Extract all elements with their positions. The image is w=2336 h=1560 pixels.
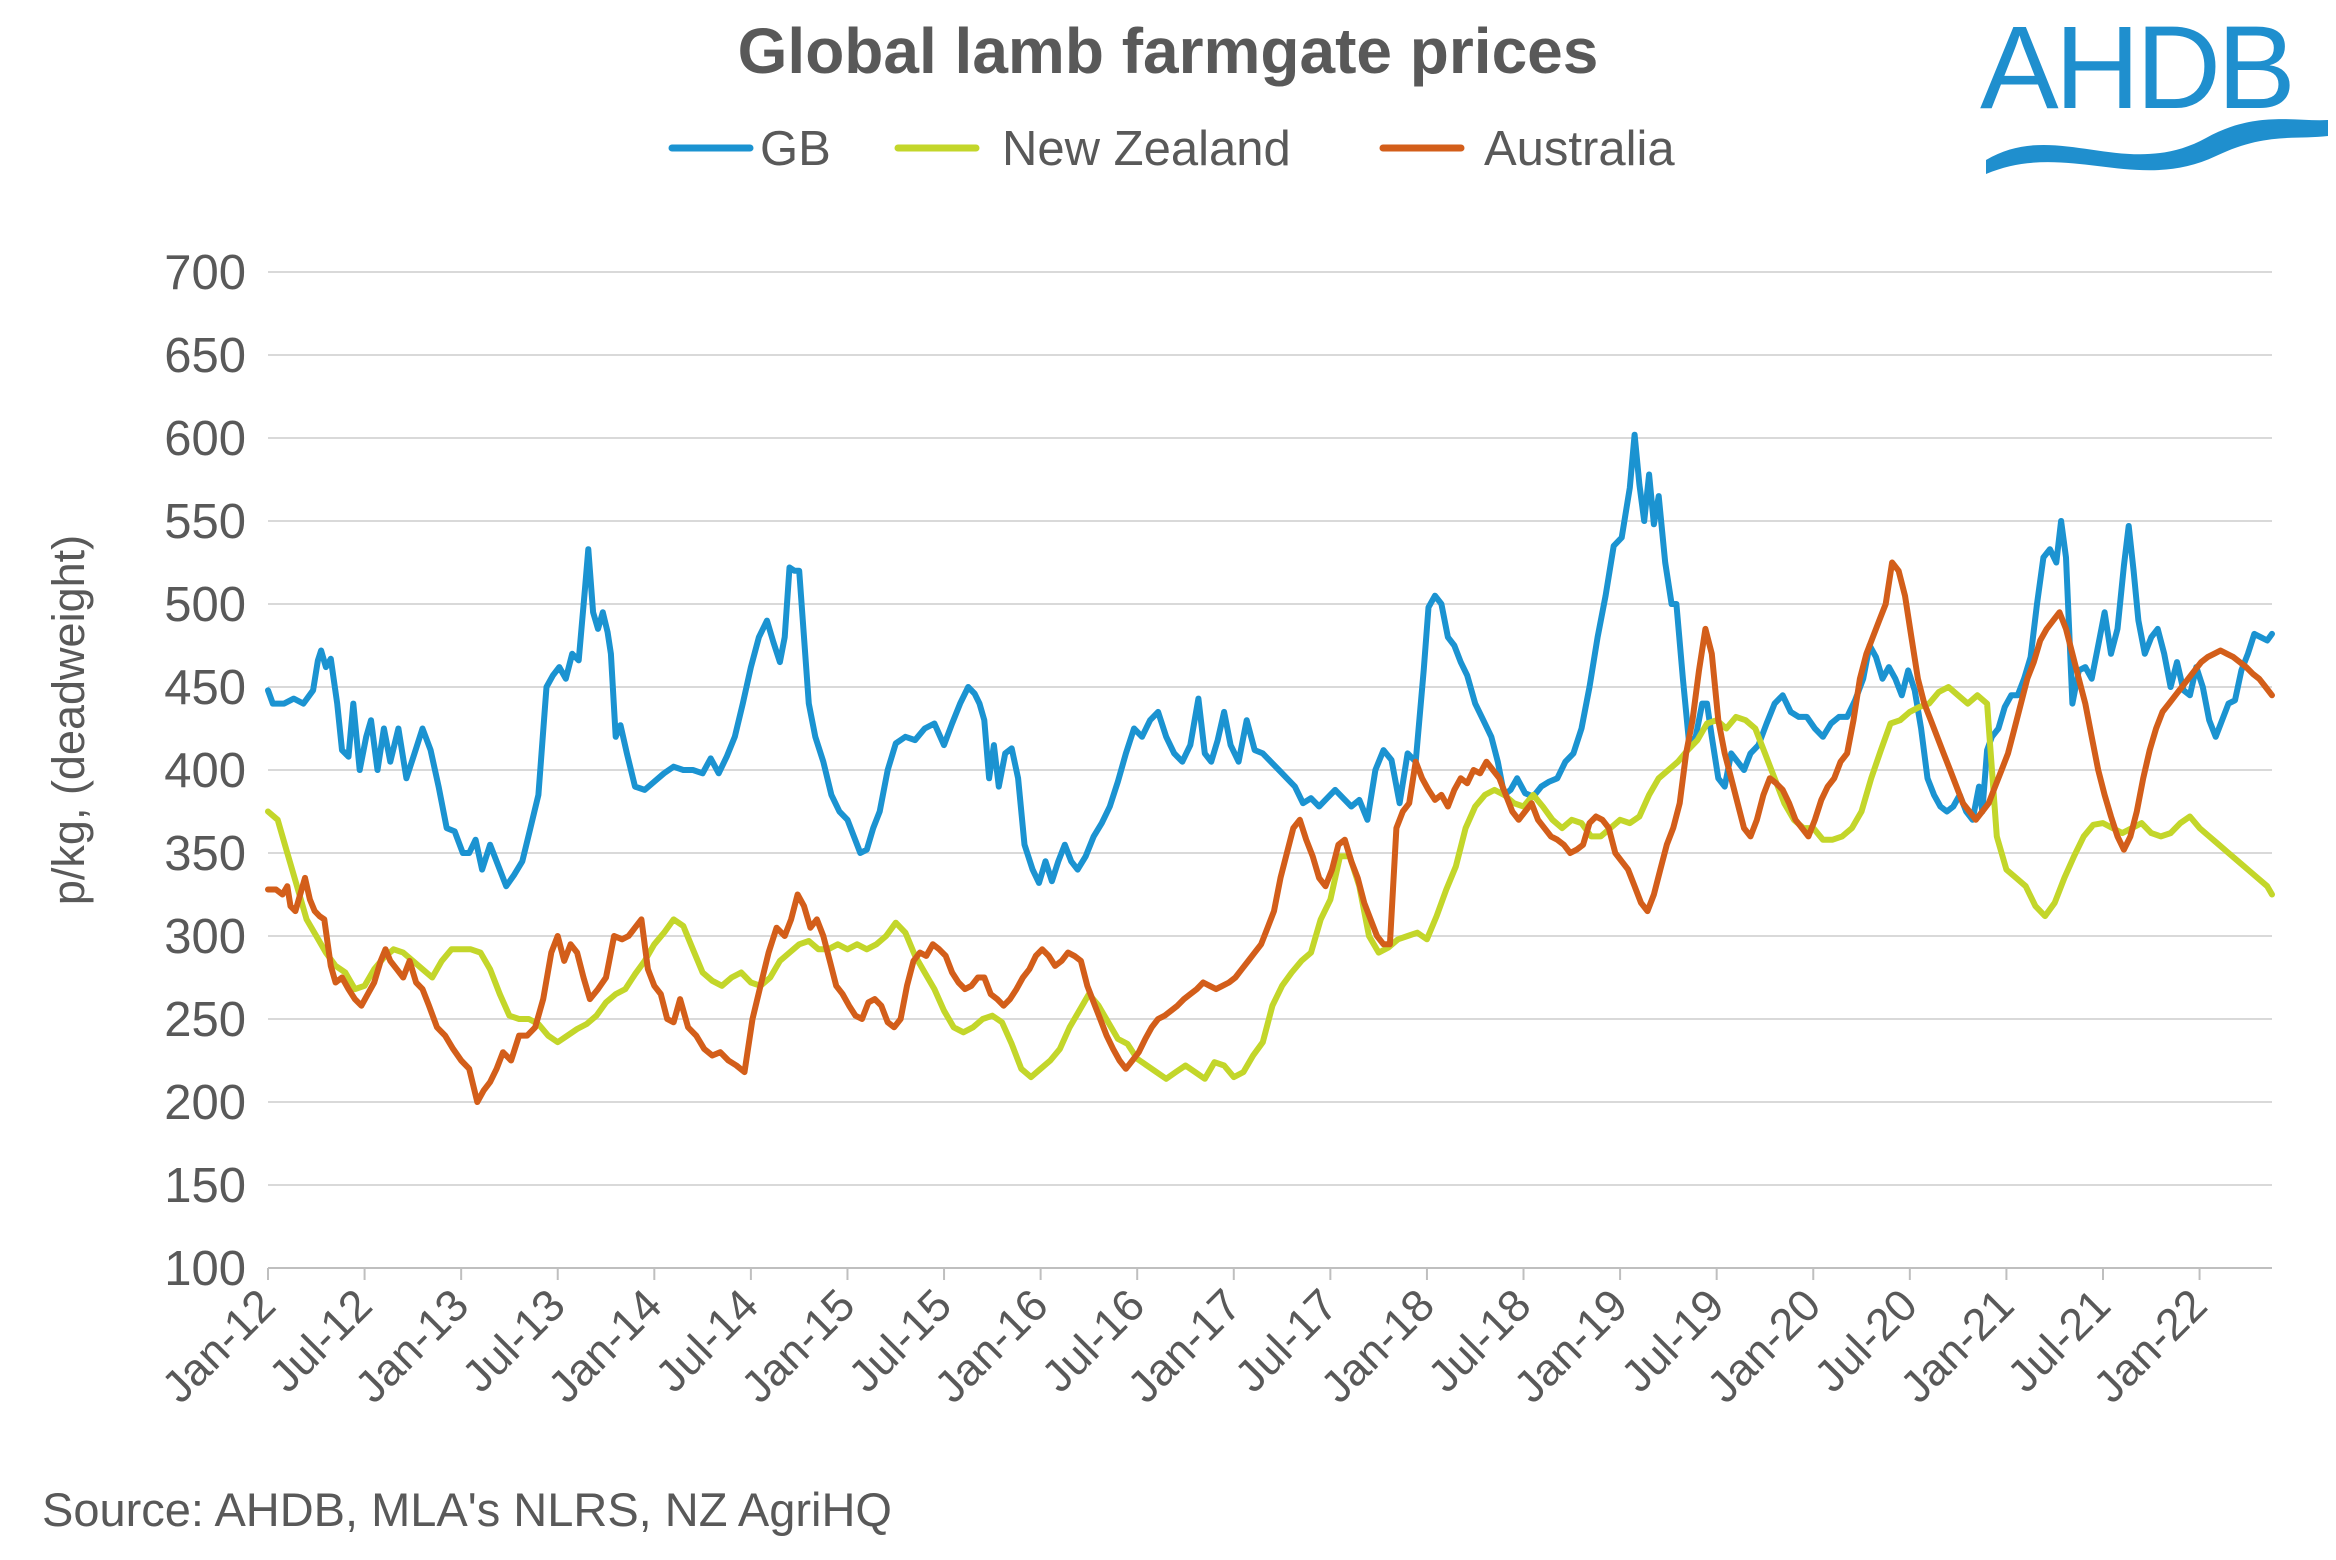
y-tick-label: 650 — [164, 329, 246, 383]
y-tick-label: 400 — [164, 744, 246, 798]
y-tick-label: 150 — [164, 1159, 246, 1213]
y-tick-label: 100 — [164, 1242, 246, 1296]
y-axis-ticks: 100 150 200 250 300 350 400 450 500 550 600 650 700 — [164, 246, 246, 1296]
x-tick-label: Jan-12 — [152, 1279, 285, 1412]
y-axis-label: p/kg, (deadweight) — [43, 535, 94, 905]
chart-title: Global lamb farmgate prices — [737, 15, 1599, 87]
series-line-new-zealand — [265, 684, 2275, 1082]
logo-wave-icon — [1986, 119, 2328, 174]
y-tick-label: 600 — [164, 412, 246, 466]
x-axis: Jan-12Jul-12Jan-13Jul-13Jan-14Jul-14Jan-… — [152, 1267, 2272, 1412]
source-note: Source: AHDB, MLA's NLRS, NZ AgriHQ — [42, 1483, 892, 1536]
series-lines — [265, 431, 2275, 1105]
legend: GB New Zealand Australia — [668, 122, 1675, 176]
gridlines — [268, 271, 2272, 1186]
logo-text: AHDB — [1980, 10, 2292, 134]
y-tick-label: 450 — [164, 661, 246, 715]
legend-label: Australia — [1484, 122, 1675, 176]
y-tick-label: 250 — [164, 993, 246, 1047]
y-tick-label: 700 — [164, 246, 246, 300]
legend-label: GB — [760, 122, 831, 176]
y-tick-label: 350 — [164, 827, 246, 881]
y-tick-label: 200 — [164, 1076, 246, 1130]
series-line-australia — [265, 559, 2275, 1105]
legend-label: New Zealand — [1002, 122, 1291, 176]
ahdb-logo: AHDB — [1976, 2, 2336, 195]
series-line-gb — [265, 431, 2275, 890]
y-tick-label: 500 — [164, 578, 246, 632]
y-tick-label: 550 — [164, 495, 246, 549]
y-tick-label: 300 — [164, 910, 246, 964]
